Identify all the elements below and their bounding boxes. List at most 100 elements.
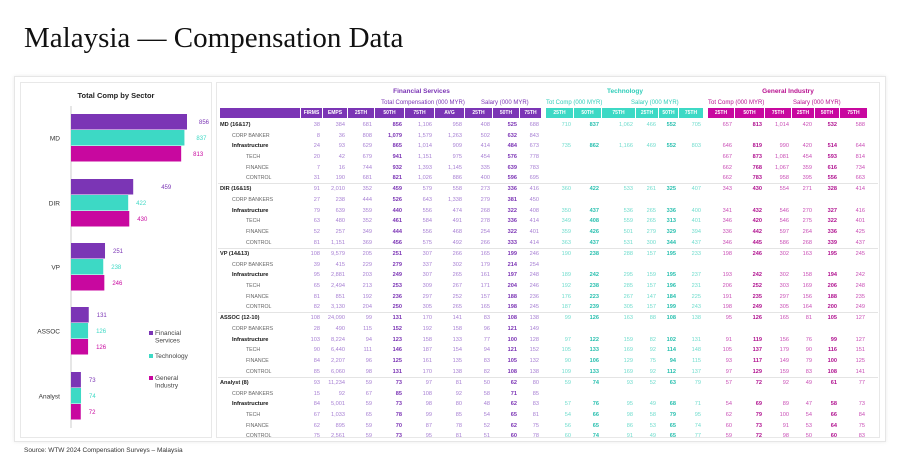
column-header[interactable]: 25TH — [465, 108, 493, 119]
column-header[interactable]: 50TH — [735, 108, 765, 119]
table-cell: 681 — [362, 121, 372, 128]
column-header[interactable]: 25TH — [348, 108, 375, 119]
column-header[interactable]: 25TH — [636, 108, 659, 119]
table-cell: 532 — [827, 121, 837, 128]
table-cell: 456 — [392, 239, 402, 246]
row-label: CORP BANKERS — [232, 197, 274, 204]
table-cell: 105 — [827, 315, 837, 322]
column-header[interactable]: 75TH — [765, 108, 792, 119]
column-header[interactable]: AVG — [435, 108, 465, 119]
table-cell: 60 — [725, 422, 732, 429]
table-cell: 91 — [626, 433, 633, 440]
column-header[interactable]: 25TH — [792, 108, 815, 119]
table-cell: 54 — [805, 411, 812, 418]
table-cell: 803 — [691, 143, 701, 150]
table-cell: 93 — [313, 379, 320, 386]
table-cell: 100 — [507, 336, 517, 343]
table-cell: 369 — [362, 239, 372, 246]
table-cell: 958 — [779, 175, 789, 182]
table-cell: 235 — [752, 293, 762, 300]
table-cell: 97 — [725, 368, 732, 375]
column-header[interactable]: 50TH — [574, 108, 602, 119]
table-cell: 1,166 — [619, 143, 633, 150]
table-cell: 127 — [855, 315, 865, 322]
table-cell: 133 — [589, 368, 599, 375]
table-cell: 194 — [827, 272, 837, 279]
column-header[interactable]: 50TH — [659, 108, 679, 119]
table-cell: 99 — [365, 315, 372, 322]
table-cell: 85 — [455, 411, 462, 418]
table-cell: 3,130 — [331, 304, 345, 311]
column-header[interactable]: 50TH — [815, 108, 840, 119]
column-header[interactable]: 25TH — [708, 108, 735, 119]
table-row: Analyst (8) 93 11,234 59 73 97 81 50 62 80 59 74 93 5… — [220, 378, 868, 389]
column-header[interactable]: 75TH — [520, 108, 542, 119]
column-header[interactable]: FIRMS — [301, 108, 323, 119]
table-cell: 159 — [779, 368, 789, 375]
table-cell: 146 — [392, 347, 402, 354]
table-cell: 187 — [561, 304, 571, 311]
table-cell: 59 — [365, 433, 372, 440]
table-cell: 91 — [782, 422, 789, 429]
table-cell: 65 — [669, 422, 676, 429]
column-header[interactable]: 75TH — [840, 108, 868, 119]
table-cell: 135 — [452, 358, 462, 365]
section-title: General Industry — [762, 88, 814, 95]
table-cell: 239 — [589, 304, 599, 311]
section-subtitle: Salary (000 MYR) — [793, 100, 841, 106]
table-cell: 206 — [722, 282, 732, 289]
table-cell: 158 — [422, 336, 432, 343]
table-cell: 85 — [395, 390, 402, 397]
row-label: FINANCE — [246, 358, 269, 365]
table-cell: 78 — [395, 411, 402, 418]
table-cell: 886 — [452, 175, 462, 182]
table-cell: 159 — [646, 272, 656, 279]
header-row: FIRMS EMPS 25TH 50TH 75TH AVG 25TH 50TH 75TH 25TH… — [220, 108, 868, 119]
column-header[interactable]: EMPS — [323, 108, 348, 119]
table-cell: 79 — [805, 358, 812, 365]
column-header[interactable]: 25TH — [546, 108, 574, 119]
table-cell: 165 — [779, 315, 789, 322]
table-cell: 710 — [561, 121, 571, 128]
column-header[interactable]: 50TH — [375, 108, 405, 119]
table-cell: 681 — [362, 175, 372, 182]
table-row: VP (14&13) 108 9,579 205 251 307 266 165 199 246 1… — [220, 249, 868, 260]
table-cell: 98 — [425, 401, 432, 408]
table-row: CORP BANKER 8 36 808 1,079 1,579 1,263 502 632 84… — [220, 130, 868, 141]
table-cell: 88 — [649, 315, 656, 322]
table-cell: 54 — [483, 411, 490, 418]
table-cell: 115 — [692, 358, 701, 365]
column-header[interactable]: 50TH — [493, 108, 520, 119]
table-cell: 474 — [452, 207, 462, 214]
group-divider — [218, 183, 878, 184]
table-cell: 117 — [752, 358, 762, 365]
table-cell: 63 — [313, 218, 320, 225]
table-cell: 394 — [691, 229, 701, 236]
table-cell: 163 — [623, 315, 633, 322]
row-label: Infrastructure — [232, 336, 269, 343]
table-cell: 141 — [452, 315, 462, 322]
table-cell: 236 — [392, 293, 402, 300]
table-cell: 204 — [362, 304, 372, 311]
table-cell: 59 — [365, 379, 372, 386]
column-header[interactable]: 75TH — [679, 108, 704, 119]
table-cell: 176 — [561, 293, 571, 300]
table-cell: 50 — [805, 433, 812, 440]
table-cell: 159 — [623, 336, 633, 343]
table-cell: 313 — [666, 218, 676, 225]
table-cell: 108 — [422, 390, 432, 397]
table-row: DIR (16&15) 91 2,010 352 459 579 558 273 336 416 3… — [220, 184, 868, 195]
table-cell: 297 — [779, 293, 789, 300]
table-cell: 125 — [392, 358, 402, 365]
table-cell: 195 — [827, 250, 837, 257]
column-header[interactable]: 75TH — [602, 108, 636, 119]
column-header[interactable]: 75TH — [405, 108, 435, 119]
row-label: Infrastructure — [232, 272, 269, 279]
table-cell: 359 — [561, 229, 571, 236]
table-cell: 92 — [649, 347, 656, 354]
table-cell: 679 — [362, 153, 372, 160]
header-label-cell — [220, 108, 301, 119]
table-cell: 461 — [392, 218, 402, 225]
table-cell: 75 — [532, 422, 539, 429]
table-cell: 328 — [827, 186, 837, 193]
